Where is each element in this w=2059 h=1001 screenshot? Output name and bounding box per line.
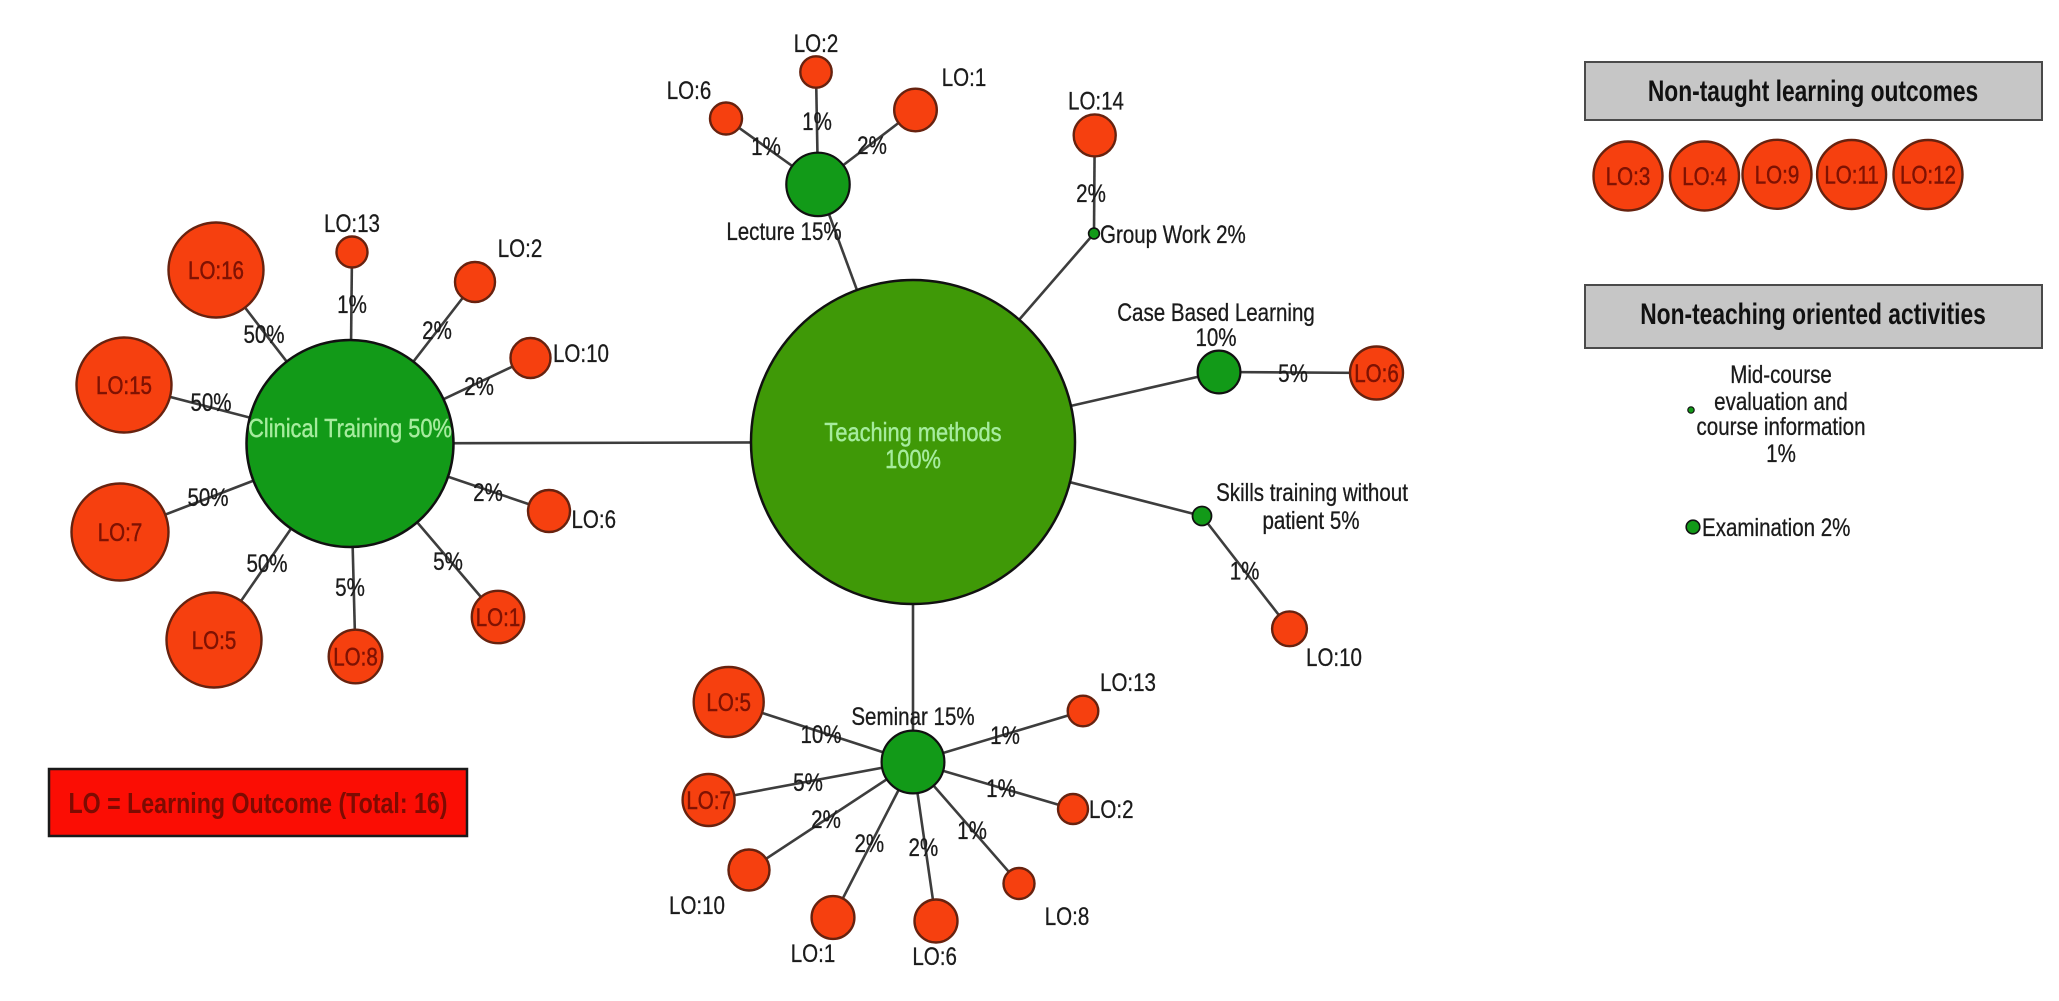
svg-text:1%: 1% (337, 290, 367, 318)
svg-text:Non-taught learning outcomes: Non-taught learning outcomes (1648, 74, 1978, 108)
svg-text:Seminar 15%: Seminar 15% (851, 702, 974, 730)
svg-text:2%: 2% (464, 372, 494, 400)
svg-text:LO:1: LO:1 (476, 603, 521, 631)
svg-text:10%: 10% (800, 720, 841, 748)
svg-text:LO:9: LO:9 (1755, 160, 1800, 188)
svg-text:patient 5%: patient 5% (1262, 506, 1359, 534)
svg-text:1%: 1% (986, 774, 1016, 802)
svg-text:50%: 50% (190, 388, 231, 416)
svg-text:LO:6: LO:6 (1354, 359, 1399, 387)
svg-text:2%: 2% (1076, 179, 1106, 207)
svg-text:100%: 100% (885, 445, 941, 474)
svg-text:1%: 1% (990, 721, 1020, 749)
svg-text:LO:11: LO:11 (1824, 161, 1878, 189)
svg-text:LO:13: LO:13 (324, 209, 380, 237)
svg-text:LO:8: LO:8 (1045, 902, 1090, 930)
svg-text:2%: 2% (854, 829, 884, 857)
svg-text:2%: 2% (811, 805, 841, 833)
svg-text:2%: 2% (473, 478, 503, 506)
svg-text:Mid-course: Mid-course (1730, 360, 1832, 388)
svg-text:10%: 10% (1195, 323, 1236, 351)
svg-text:LO:1: LO:1 (791, 939, 836, 967)
svg-text:LO:8: LO:8 (333, 643, 378, 671)
svg-text:LO:10: LO:10 (1306, 643, 1362, 671)
svg-text:LO:5: LO:5 (192, 626, 237, 654)
svg-text:LO:3: LO:3 (1606, 162, 1651, 190)
svg-text:Group Work 2%: Group Work 2% (1100, 220, 1246, 248)
svg-text:evaluation and: evaluation and (1714, 387, 1848, 415)
svg-text:LO:5: LO:5 (706, 688, 751, 716)
svg-text:LO:7: LO:7 (98, 518, 143, 546)
svg-text:Teaching methods: Teaching methods (824, 418, 1001, 447)
svg-text:Skills training without: Skills training without (1216, 478, 1408, 506)
svg-text:50%: 50% (246, 549, 287, 577)
svg-text:Clinical Training 50%: Clinical Training 50% (248, 414, 452, 443)
svg-text:Non-teaching oriented activiti: Non-teaching oriented activities (1640, 297, 1986, 331)
svg-text:LO:2: LO:2 (498, 234, 543, 262)
svg-text:LO:10: LO:10 (553, 339, 609, 367)
svg-text:1%: 1% (1230, 557, 1260, 585)
svg-text:LO:15: LO:15 (96, 371, 152, 399)
svg-text:Case Based Learning: Case Based Learning (1117, 298, 1315, 326)
svg-text:LO:6: LO:6 (912, 942, 957, 970)
svg-text:1%: 1% (957, 816, 987, 844)
svg-text:course information: course information (1697, 412, 1866, 440)
svg-text:50%: 50% (243, 320, 284, 348)
svg-text:LO:16: LO:16 (188, 256, 244, 284)
svg-text:LO:4: LO:4 (1682, 162, 1727, 190)
svg-text:2%: 2% (857, 131, 887, 159)
svg-text:LO:12: LO:12 (1900, 161, 1956, 189)
svg-text:1%: 1% (802, 107, 832, 135)
svg-text:5%: 5% (1278, 359, 1308, 387)
svg-text:LO = Learning Outcome (Total:: LO = Learning Outcome (Total: 16) (68, 786, 447, 819)
svg-text:LO:6: LO:6 (572, 505, 617, 533)
svg-text:5%: 5% (793, 768, 823, 796)
svg-text:5%: 5% (335, 573, 365, 601)
svg-text:1%: 1% (751, 132, 781, 160)
svg-text:Examination 2%: Examination 2% (1702, 513, 1850, 541)
svg-text:LO:1: LO:1 (942, 63, 987, 91)
svg-text:LO:6: LO:6 (667, 76, 712, 104)
svg-text:LO:2: LO:2 (794, 29, 839, 57)
svg-text:LO:7: LO:7 (686, 786, 731, 814)
svg-text:5%: 5% (433, 547, 463, 575)
svg-text:LO:14: LO:14 (1068, 87, 1124, 115)
svg-text:2%: 2% (909, 833, 939, 861)
svg-text:1%: 1% (1766, 439, 1796, 467)
svg-text:Lecture 15%: Lecture 15% (726, 217, 841, 245)
svg-text:50%: 50% (187, 483, 228, 511)
svg-text:LO:10: LO:10 (669, 891, 725, 919)
svg-text:2%: 2% (422, 316, 452, 344)
svg-text:LO:13: LO:13 (1100, 668, 1156, 696)
svg-text:LO:2: LO:2 (1089, 795, 1134, 823)
